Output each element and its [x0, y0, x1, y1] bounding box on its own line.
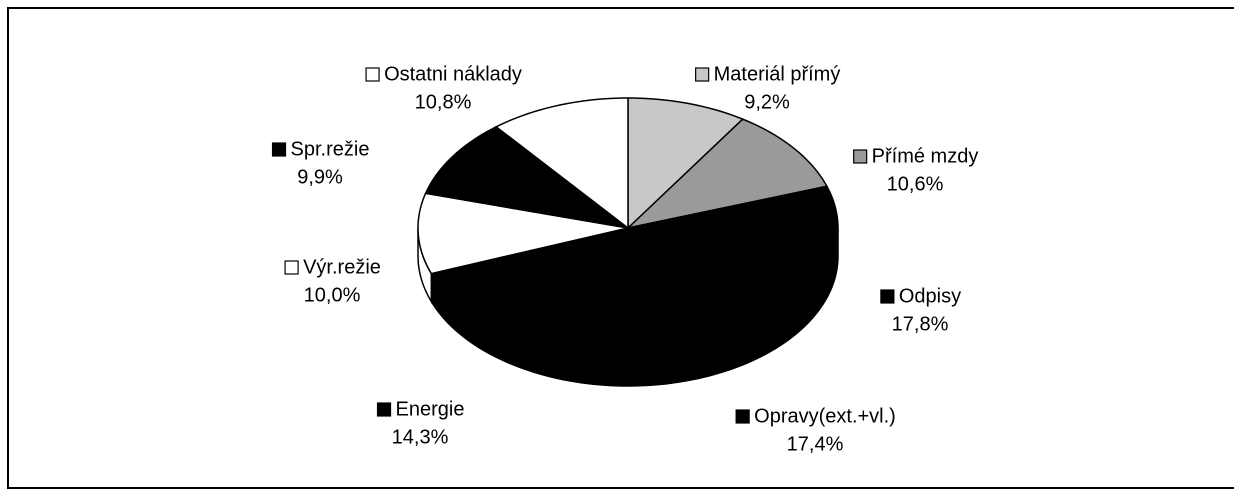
- value-label: 14,3%: [392, 426, 449, 448]
- legend-swatch: [695, 67, 710, 82]
- slice-label: Spr.režie: [291, 138, 370, 160]
- legend-swatch: [853, 149, 868, 164]
- slice-label: Výr.režie: [303, 256, 381, 278]
- value-label: 10,6%: [887, 173, 944, 195]
- legend-swatch: [365, 67, 380, 82]
- slice-label: Přímé mzdy: [872, 145, 979, 167]
- value-label: 10,0%: [304, 284, 361, 306]
- slice-label: Energie: [396, 398, 465, 420]
- legend-swatch: [880, 289, 895, 304]
- slice: [494, 97, 629, 230]
- slice: [561, 226, 777, 359]
- legend-swatch: [735, 409, 750, 424]
- value-label: 9,2%: [744, 91, 790, 113]
- legend-swatch: [284, 260, 299, 275]
- slice: [625, 118, 829, 230]
- legend-swatch: [271, 142, 287, 157]
- value-label: 17,4%: [787, 433, 844, 455]
- slice: [626, 185, 839, 322]
- value-label: 10,8%: [415, 91, 472, 113]
- slice-label: Opravy(ext.+vl.): [754, 405, 896, 427]
- slice-label: Ostatni náklady: [384, 63, 522, 85]
- legend-swatch: [376, 402, 392, 417]
- slice: [424, 125, 629, 229]
- slice: [417, 192, 629, 275]
- value-label: 9,9%: [297, 166, 343, 188]
- slice: [430, 226, 630, 353]
- value-label: 17,8%: [892, 313, 949, 335]
- slice-label: Materiál přímý: [714, 63, 841, 85]
- frame: [7, 7, 1234, 489]
- slice-label: Odpisy: [899, 285, 961, 307]
- slice: [627, 97, 745, 230]
